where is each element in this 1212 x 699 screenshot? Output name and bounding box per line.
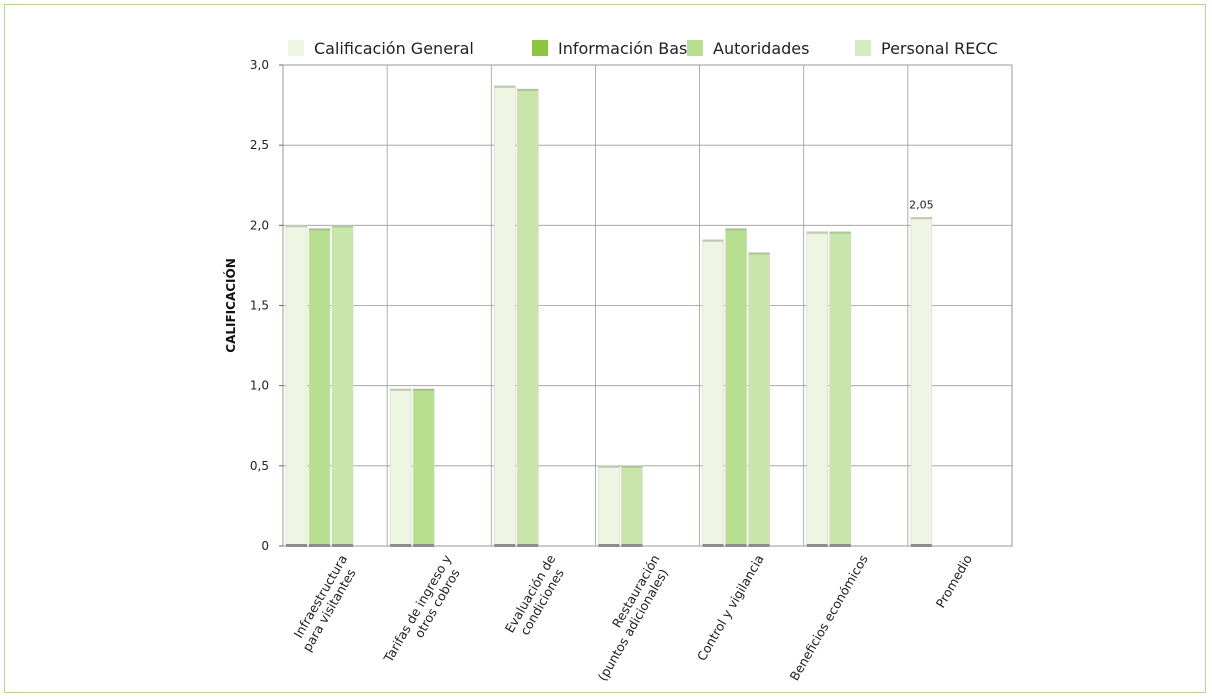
bar: [331, 225, 354, 547]
bar-base: [598, 544, 620, 547]
bar-top-edge: [390, 388, 412, 391]
bar-chart: 0 0,5 1,0 1,5 2,0 2,5 3,0 CALIFICACIÓN Infraestr…: [223, 39, 1013, 684]
bar-top-edge: [910, 217, 932, 220]
x-category-label-line: Promedio: [933, 552, 975, 610]
bar-top-edge: [332, 225, 353, 228]
bar: [748, 252, 770, 547]
bar: [285, 225, 308, 547]
bar: [308, 228, 331, 547]
bar-base: [725, 544, 747, 547]
y-tick-label: 3,0: [250, 58, 269, 72]
x-category-label: Evaluación decondiciones: [502, 552, 571, 643]
legend-swatch: [532, 40, 548, 56]
bar: [621, 465, 643, 547]
bar-base: [413, 544, 435, 547]
bar-top-edge: [286, 225, 307, 228]
bar-top-edge: [517, 89, 539, 92]
y-axis-title: CALIFICACIÓN: [223, 258, 238, 352]
bar-top-edge: [309, 228, 330, 231]
x-category-label: Promedio: [933, 552, 975, 610]
x-category-label: Tarifas de ingreso yotros cobros: [380, 551, 467, 672]
legend-label: Personal RECC: [881, 39, 998, 58]
x-category-label-line: Tarifas de ingreso y: [380, 551, 454, 665]
legend-swatch: [687, 40, 703, 56]
legend-label: Autoridades: [713, 39, 809, 58]
bar: [702, 239, 724, 547]
bar: [412, 388, 435, 547]
y-tick-label: 1,5: [250, 299, 269, 313]
bar-top-edge: [621, 465, 643, 468]
bar-top-edge: [413, 388, 435, 391]
bar-base: [332, 544, 353, 547]
bar-top-edge: [725, 228, 747, 231]
bar-base: [910, 544, 932, 547]
x-category-label: Restauración(puntos adicionales): [582, 552, 675, 684]
bar-base: [621, 544, 643, 547]
x-category-label: Control y vigilancia: [694, 552, 767, 663]
bar-top-edge: [598, 465, 620, 468]
bar-base: [829, 544, 851, 547]
data-label: 2,05: [909, 198, 934, 211]
bar: [910, 217, 933, 547]
bar-top-edge: [748, 252, 770, 255]
legend-swatch: [855, 40, 871, 56]
bar: [389, 388, 412, 547]
chart-frame: 0 0,5 1,0 1,5 2,0 2,5 3,0 CALIFICACIÓN Infraestr…: [4, 4, 1206, 693]
bar-base: [702, 544, 724, 547]
x-category-label-line: Control y vigilancia: [694, 552, 767, 663]
y-tick-label: 2,5: [250, 138, 269, 152]
y-tick-label: 2,0: [250, 218, 269, 232]
legend-label: Calificación General: [314, 39, 474, 58]
legend-swatch: [288, 40, 304, 56]
bar: [725, 228, 747, 547]
bar-base: [494, 544, 516, 547]
y-tick-label: 0,5: [250, 459, 269, 473]
x-category-label: Infraestructurapara visitantes: [287, 552, 363, 654]
y-tick-label: 1,0: [250, 379, 269, 393]
bar-top-edge: [494, 85, 516, 88]
x-category-label: Beneficios económicos: [787, 552, 871, 683]
x-category-label-line: Beneficios económicos: [787, 552, 871, 683]
y-tick-label: 0: [261, 539, 269, 553]
bar-base: [309, 544, 330, 547]
bar: [806, 231, 829, 547]
bar: [516, 88, 539, 547]
bar: [493, 85, 516, 547]
bar-top-edge: [806, 231, 828, 234]
bar-base: [390, 544, 412, 547]
bar-base: [286, 544, 307, 547]
bar-base: [748, 544, 770, 547]
bar-top-edge: [829, 231, 851, 234]
bar: [829, 231, 852, 547]
legend-label: Información Base: [558, 39, 697, 58]
bar: [598, 465, 620, 547]
bar-base: [517, 544, 539, 547]
bar-top-edge: [702, 239, 724, 242]
bar-base: [806, 544, 828, 547]
